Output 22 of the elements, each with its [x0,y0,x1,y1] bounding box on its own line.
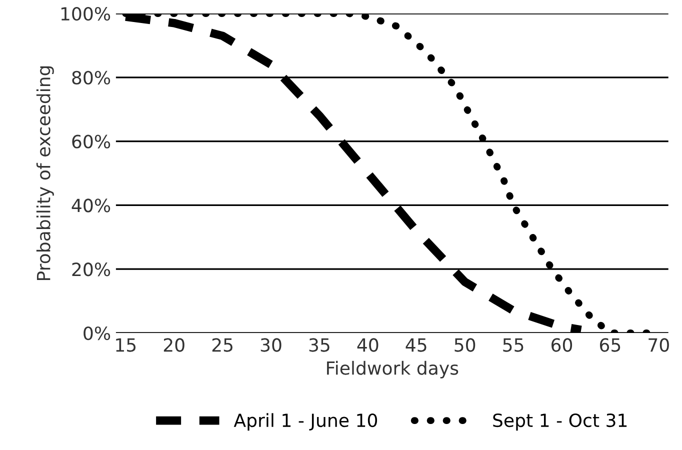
x-tick-label: 45 [406,338,426,352]
x-tick-label: 15 [116,338,136,352]
x-tick-label: 20 [164,338,184,352]
x-axis-title: Fieldwork days [327,360,458,378]
legend-label: Sept 1 - Oct 31 [493,413,627,431]
y-tick-label: 80% [72,70,110,85]
x-tick-label: 65 [600,338,620,352]
x-tick-label: 55 [503,338,524,352]
x-tick-label: 30 [260,338,282,352]
x-tick-label: 35 [309,338,330,352]
y-tick-label: 20% [72,262,110,276]
y-axis-title: Probability of exceeding [36,66,54,280]
y-tick-label: 0% [84,326,110,340]
y-tick-label: 40% [72,198,110,212]
x-tick-label: 50 [454,338,476,352]
x-tick-label: 25 [212,338,232,352]
x-tick-label: 40 [357,338,378,352]
x-tick-label: 60 [552,338,572,352]
y-tick-label: 100% [61,6,110,21]
x-tick-label: 70 [648,338,669,352]
y-tick-label: 60% [72,134,110,148]
legend-label: April 1 - June 10 [234,413,378,431]
